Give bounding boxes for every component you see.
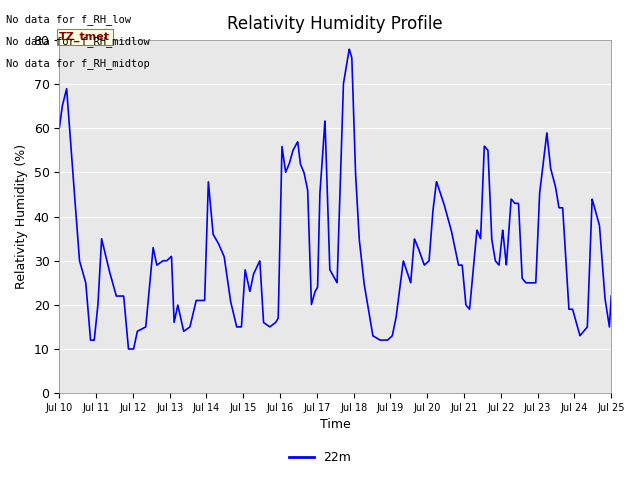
Text: TZ_tmet: TZ_tmet [60,32,110,42]
Title: Relativity Humidity Profile: Relativity Humidity Profile [227,15,443,33]
Text: No data for f_RH_low: No data for f_RH_low [6,14,131,25]
Y-axis label: Relativity Humidity (%): Relativity Humidity (%) [15,144,28,289]
Legend: 22m: 22m [284,446,356,469]
X-axis label: Time: Time [320,419,351,432]
Text: No data for f_RH_midtop: No data for f_RH_midtop [6,58,150,69]
Text: No data for f_RH_midlow: No data for f_RH_midlow [6,36,150,47]
